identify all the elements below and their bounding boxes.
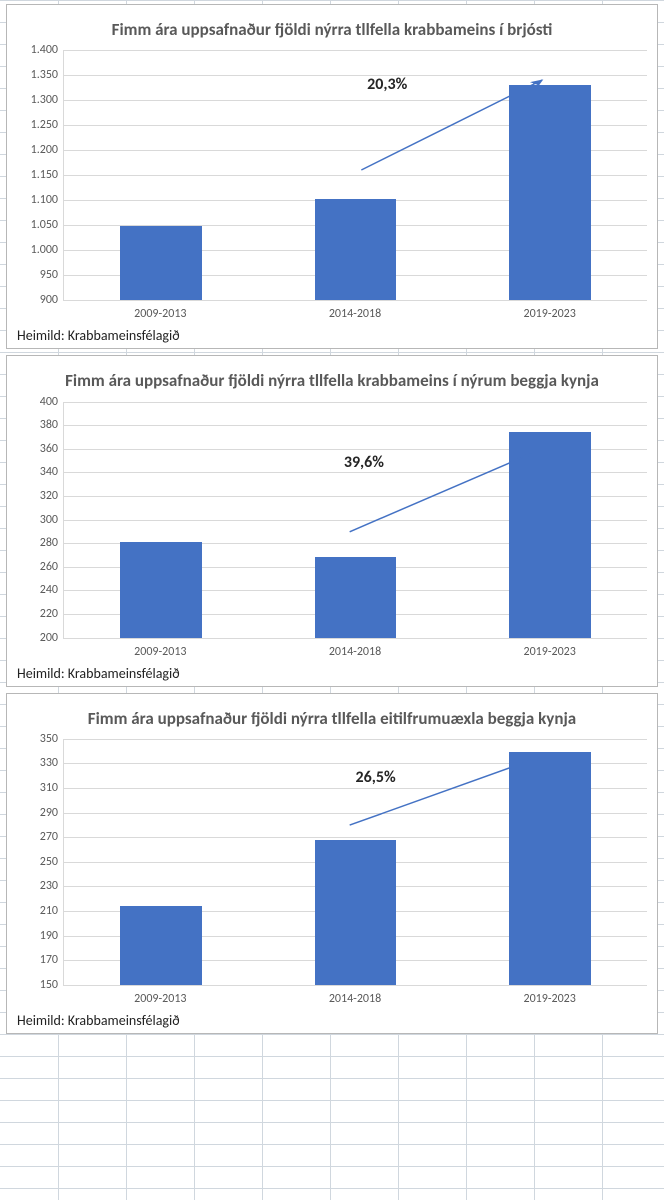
y-tick-label: 950 xyxy=(40,268,58,282)
source-text: Heimild: Krabbameinsfélagið xyxy=(17,665,647,682)
y-tick-label: 200 xyxy=(40,631,58,645)
chart-panel-0: Fimm ára uppsafnaður fjöldi nýrra tllfel… xyxy=(6,4,658,349)
chart-title: Fimm ára uppsafnaður fjöldi nýrra tllfel… xyxy=(49,370,616,391)
plot-area: 9009501.0001.0501.1001.1501.2001.2501.30… xyxy=(63,50,647,301)
annotation-arrow xyxy=(64,402,647,638)
y-tick-label: 380 xyxy=(40,418,58,432)
x-axis: 2009-20132014-20182019-2023 xyxy=(63,645,647,659)
y-tick-label: 260 xyxy=(40,560,58,574)
y-tick-label: 900 xyxy=(40,293,58,307)
x-tick-label: 2019-2023 xyxy=(452,645,647,659)
y-tick-label: 1.000 xyxy=(31,243,58,257)
annotation-arrow xyxy=(64,50,647,300)
y-tick-label: 1.400 xyxy=(31,43,58,57)
x-tick-label: 2009-2013 xyxy=(63,992,258,1006)
y-tick-label: 330 xyxy=(40,756,58,770)
y-tick-label: 1.350 xyxy=(31,68,58,82)
y-tick-label: 320 xyxy=(40,489,58,503)
plot-wrap: 20022024026028030032034036038040039,6% 20… xyxy=(17,402,647,659)
y-tick-label: 230 xyxy=(40,879,58,893)
plot-area: 20022024026028030032034036038040039,6% xyxy=(63,402,647,639)
y-tick-label: 360 xyxy=(40,442,58,456)
x-tick-label: 2014-2018 xyxy=(258,307,453,321)
y-tick-label: 220 xyxy=(40,607,58,621)
x-tick-label: 2019-2023 xyxy=(452,307,647,321)
y-tick-label: 1.150 xyxy=(31,168,58,182)
x-tick-label: 2019-2023 xyxy=(452,992,647,1006)
y-tick-label: 350 xyxy=(40,732,58,746)
y-tick-label: 170 xyxy=(40,953,58,967)
x-tick-label: 2014-2018 xyxy=(258,992,453,1006)
gridline xyxy=(64,300,647,301)
y-tick-label: 280 xyxy=(40,536,58,550)
plot-area: 15017019021023025027029031033035026,5% xyxy=(63,739,647,986)
plot-wrap: 15017019021023025027029031033035026,5% 20… xyxy=(17,739,647,1006)
chart-title: Fimm ára uppsafnaður fjöldi nýrra tllfel… xyxy=(49,19,616,40)
y-tick-label: 1.050 xyxy=(31,218,58,232)
y-tick-label: 240 xyxy=(40,583,58,597)
x-tick-label: 2014-2018 xyxy=(258,645,453,659)
x-axis: 2009-20132014-20182019-2023 xyxy=(63,307,647,321)
y-tick-label: 290 xyxy=(40,806,58,820)
gridline xyxy=(64,985,647,986)
annotation-arrow xyxy=(64,739,647,985)
y-tick-label: 310 xyxy=(40,781,58,795)
source-text: Heimild: Krabbameinsfélagið xyxy=(17,327,647,344)
y-tick-label: 340 xyxy=(40,465,58,479)
y-tick-label: 190 xyxy=(40,929,58,943)
y-tick-label: 150 xyxy=(40,978,58,992)
chart-panel-2: Fimm ára uppsafnaður fjöldi nýrra tllfel… xyxy=(6,693,658,1034)
x-tick-label: 2009-2013 xyxy=(63,645,258,659)
chart-title: Fimm ára uppsafnaður fjöldi nýrra tllfel… xyxy=(49,708,616,729)
y-tick-label: 270 xyxy=(40,830,58,844)
y-tick-label: 1.300 xyxy=(31,93,58,107)
y-tick-label: 250 xyxy=(40,855,58,869)
y-tick-label: 210 xyxy=(40,904,58,918)
plot-wrap: 900 950 1.000 1.050 1.100 1.150 1.200 1.250 1.30… xyxy=(17,50,647,321)
y-tick-label: 300 xyxy=(40,513,58,527)
y-tick-label: 1.250 xyxy=(31,118,58,132)
y-tick-label: 400 xyxy=(40,395,58,409)
x-tick-label: 2009-2013 xyxy=(63,307,258,321)
gridline xyxy=(64,638,647,639)
y-tick-label: 1.200 xyxy=(31,143,58,157)
y-tick-label: 1.100 xyxy=(31,193,58,207)
source-text: Heimild: Krabbameinsfélagið xyxy=(17,1012,647,1029)
chart-panel-1: Fimm ára uppsafnaður fjöldi nýrra tllfel… xyxy=(6,355,658,686)
x-axis: 2009-20132014-20182019-2023 xyxy=(63,992,647,1006)
